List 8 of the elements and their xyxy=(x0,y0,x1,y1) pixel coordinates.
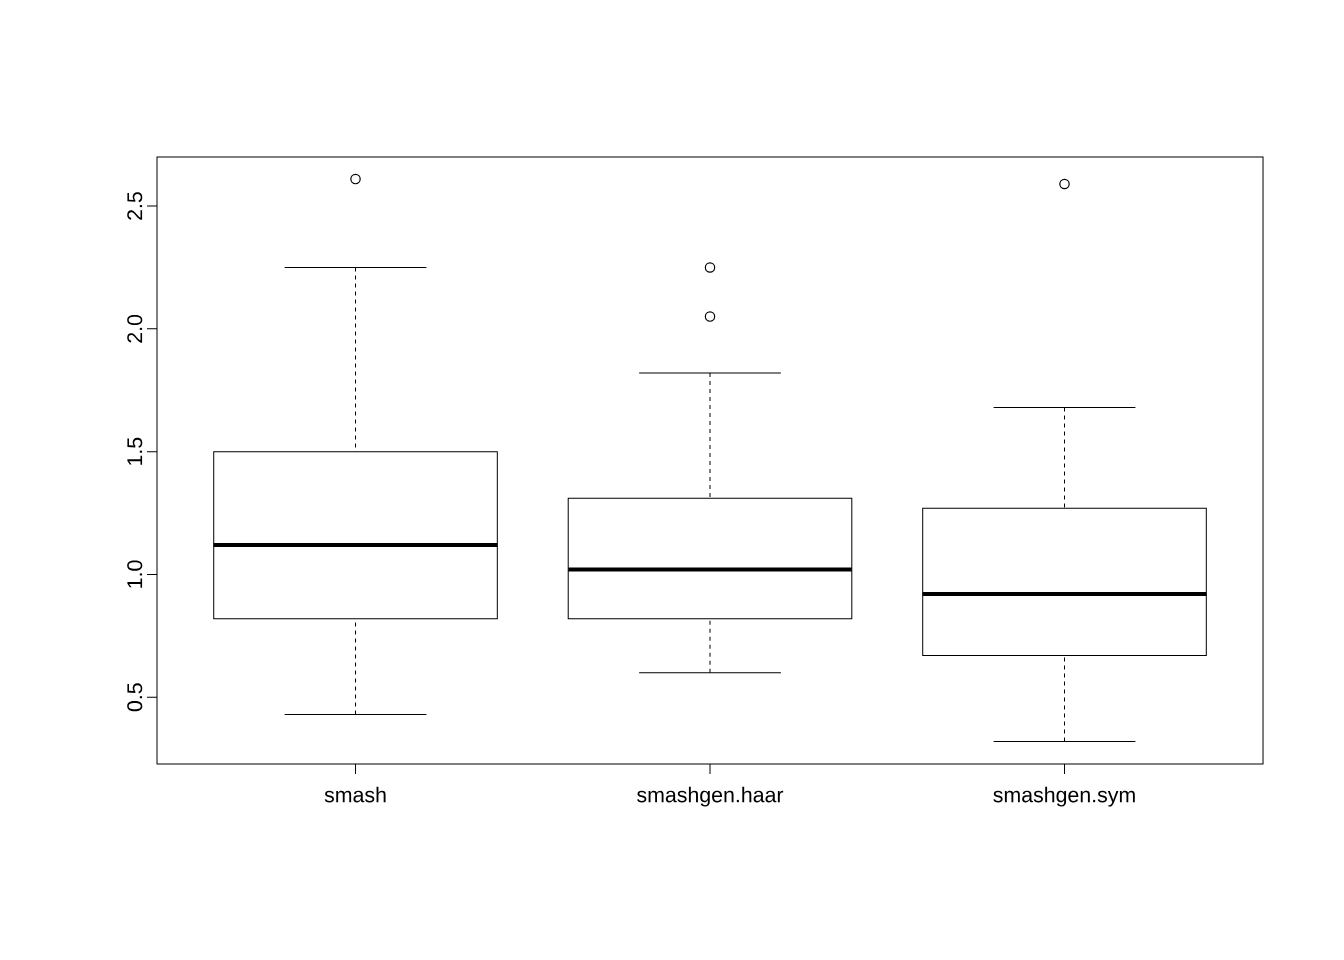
x-tick-label: smashgen.haar xyxy=(637,786,784,807)
x-tick-label: smash xyxy=(324,786,386,803)
y-tick-label: 1.5 xyxy=(127,437,143,465)
y-tick-label: 2.5 xyxy=(127,192,143,220)
y-tick-label: 1.0 xyxy=(127,560,143,588)
y-tick-label: 0.5 xyxy=(127,683,143,712)
y-tick-label: 2.0 xyxy=(127,314,143,343)
x-tick-label: smashgen.sym xyxy=(993,786,1135,807)
